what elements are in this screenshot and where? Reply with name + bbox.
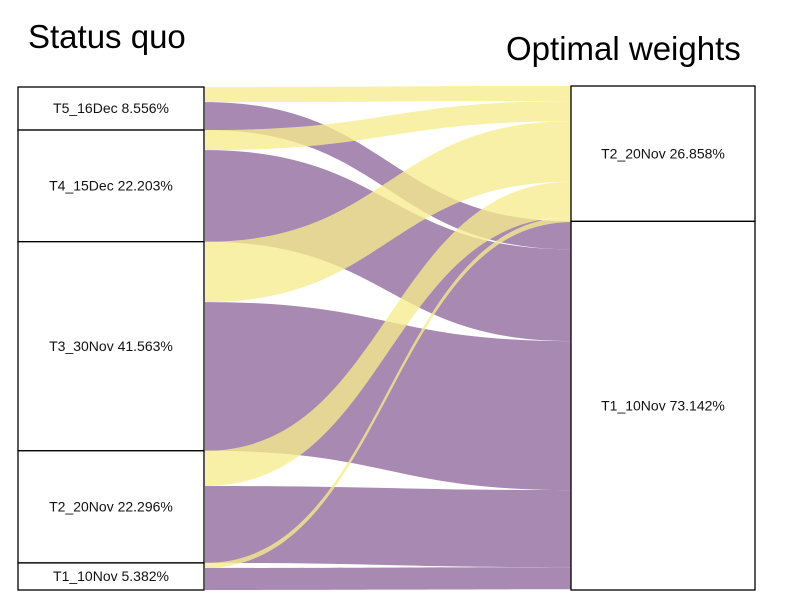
right-node-label: T1_10Nov 73.142%	[601, 397, 725, 413]
left-node-box	[17, 129, 205, 243]
left-node-label: T4_15Dec 22.203%	[49, 178, 173, 194]
flow-t2-20nov-to-t1-10nov	[205, 485, 572, 568]
left-node-t4-15dec: T4_15Dec 22.203%	[17, 129, 205, 243]
right-node-box	[570, 220, 756, 591]
flow-t1-10nov-to-t2-20nov	[205, 217, 572, 568]
optimal-weights-heading: Optimal weights	[506, 30, 741, 67]
flow-t2-20nov-to-t2-20nov	[205, 181, 572, 486]
left-node-label: T3_30Nov 41.563%	[49, 338, 173, 354]
left-node-t1-10nov: T1_10Nov 5.382%	[17, 562, 205, 591]
flow-t4-15dec-to-t2-20nov	[205, 101, 572, 151]
flow-t3-30nov-to-t2-20nov	[205, 121, 572, 303]
status-quo-heading: Status quo	[28, 18, 186, 55]
left-node-label: T5_16Dec 8.556%	[53, 100, 169, 116]
left-node-box	[17, 450, 205, 564]
sankey-nodes: T5_16Dec 8.556% T4_15Dec 22.203% T3_30Nov …	[17, 85, 756, 591]
left-node-t5-16dec: T5_16Dec 8.556%	[17, 86, 205, 131]
flow-t4-15dec-to-t1-10nov	[205, 150, 572, 342]
flow-t1-10nov-to-t1-10nov	[205, 567, 572, 590]
right-node-t1-10nov: T1_10Nov 73.142%	[570, 220, 756, 591]
left-node-t3-30nov: T3_30Nov 41.563%	[17, 241, 205, 452]
left-node-box	[17, 86, 205, 131]
flow-t5-16dec-to-t2-20nov	[205, 86, 572, 103]
left-node-box	[17, 562, 205, 591]
right-node-t2-20nov: T2_20Nov 26.858%	[570, 85, 756, 223]
left-node-t2-20nov: T2_20Nov 22.296%	[17, 450, 205, 564]
left-node-box	[17, 241, 205, 452]
left-node-label: T2_20Nov 22.296%	[49, 499, 173, 515]
right-node-label: T2_20Nov 26.858%	[601, 145, 725, 161]
sankey-flows	[205, 86, 572, 590]
left-node-label: T1_10Nov 5.382%	[53, 568, 169, 584]
right-node-box	[570, 85, 756, 223]
